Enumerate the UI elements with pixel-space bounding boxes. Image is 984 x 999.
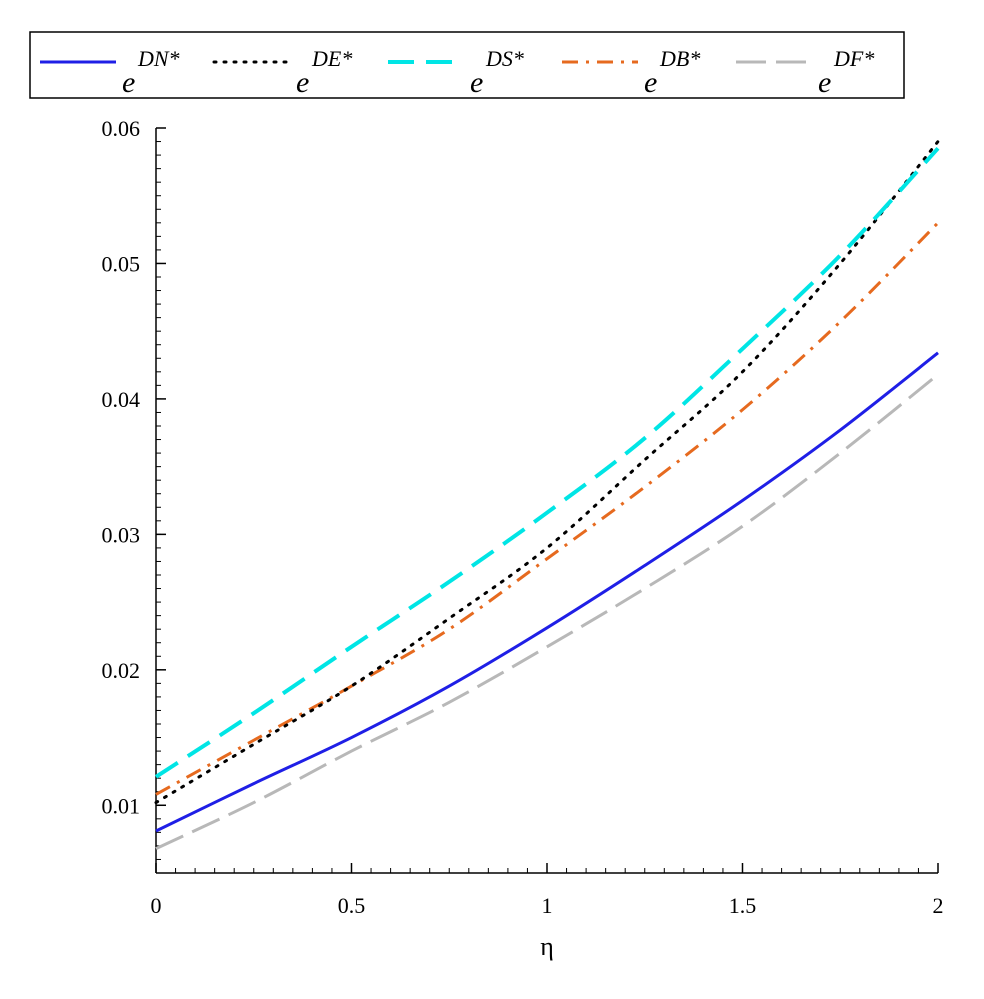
y-tick-label: 0.04: [102, 387, 141, 412]
legend-label-sup: DB*: [659, 46, 700, 71]
legend-label-sup: DS*: [485, 46, 524, 71]
y-tick-label: 0.03: [102, 522, 141, 547]
series-line-de: [154, 140, 940, 805]
y-tick-label: 0.06: [102, 116, 141, 141]
legend-label-sup: DN*: [137, 46, 180, 71]
legend-label-base: e: [644, 66, 657, 99]
series-line-df: [155, 373, 939, 850]
x-tick-label: 0.5: [338, 893, 366, 918]
axes: 0 0.5 1 1.5 2 0.01 0.02 0.03 0.04 0.05 0.06 η: [102, 116, 944, 961]
y-tick-label: 0.01: [102, 793, 141, 818]
x-tick-label: 1.5: [729, 893, 757, 918]
legend-box: [29, 31, 905, 99]
legend-label-sup: DE*: [311, 46, 352, 71]
legend: eDN*eDE*eDS*eDB*eDF*: [29, 31, 905, 99]
series-line-ds: [154, 146, 940, 779]
legend-label-sup: DF*: [833, 46, 874, 71]
series-line-db: [155, 221, 940, 796]
legend-label-base: e: [296, 66, 309, 99]
series-line-dn: [155, 351, 939, 833]
legend-label-base: e: [818, 66, 831, 99]
legend-label-base: e: [122, 66, 135, 99]
y-tick-label: 0.02: [102, 658, 141, 683]
x-tick-label: 0: [151, 893, 162, 918]
y-tick-label: 0.05: [102, 251, 141, 276]
series-lines: [154, 140, 940, 850]
x-tick-label: 1: [542, 893, 553, 918]
x-axis-label: η: [540, 932, 554, 961]
legend-label-base: e: [470, 66, 483, 99]
x-tick-label: 2: [933, 893, 944, 918]
